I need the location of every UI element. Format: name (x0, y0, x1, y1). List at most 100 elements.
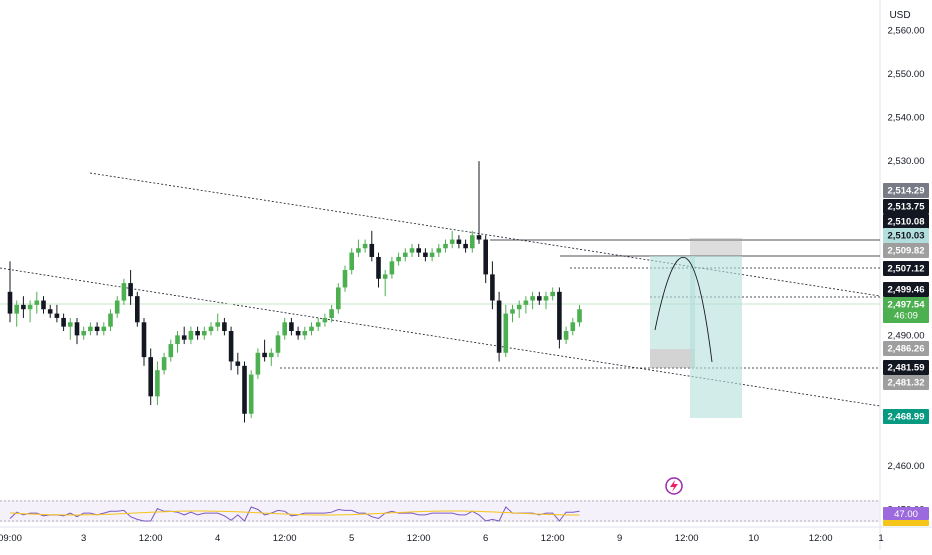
candle-body[interactable] (342, 270, 348, 288)
candle-body[interactable] (295, 331, 301, 336)
candle-body[interactable] (483, 239, 488, 275)
candle-body[interactable] (537, 296, 542, 301)
candle-body[interactable] (523, 300, 529, 305)
candle-body[interactable] (449, 239, 455, 244)
candle-body[interactable] (309, 326, 314, 332)
candle-body[interactable] (215, 322, 220, 327)
candle-body[interactable] (496, 300, 502, 353)
candle-body[interactable] (235, 361, 241, 366)
candle-body[interactable] (141, 322, 147, 358)
candle-body[interactable] (516, 304, 522, 310)
candle-body[interactable] (543, 296, 549, 301)
candle-body[interactable] (88, 326, 93, 332)
candle-body[interactable] (14, 304, 19, 314)
candle-body[interactable] (389, 261, 395, 275)
candle-body[interactable] (175, 335, 180, 345)
candle-body[interactable] (329, 309, 334, 318)
candle-body[interactable] (255, 352, 261, 375)
target-zone-2[interactable] (690, 256, 742, 418)
stop-zone-2[interactable] (690, 238, 742, 256)
candle-body[interactable] (188, 331, 194, 340)
candle-body[interactable] (248, 374, 254, 414)
candle-body[interactable] (336, 287, 341, 310)
candle-body[interactable] (570, 322, 576, 332)
candle-body[interactable] (322, 317, 328, 323)
x-axis[interactable]: 09:00 3 12:00 4 12:00 5 12:00 6 12:00 9 12:00 10 12:… (0, 533, 884, 544)
candle-body[interactable] (315, 322, 321, 327)
candle-body[interactable] (349, 252, 354, 271)
descending-trendline-upper[interactable] (89, 172, 881, 297)
candle-body[interactable] (490, 274, 495, 301)
candle-body[interactable] (362, 243, 368, 249)
stop-zone-1[interactable] (650, 349, 695, 368)
candle-body[interactable] (550, 291, 555, 297)
candle-body[interactable] (195, 331, 200, 336)
candle-body[interactable] (61, 317, 66, 327)
candle-body[interactable] (282, 322, 287, 336)
candle-body[interactable] (208, 326, 214, 332)
candle-body[interactable] (47, 309, 53, 314)
candle-body[interactable] (202, 331, 207, 336)
candle-body[interactable] (155, 370, 160, 397)
candle-body[interactable] (510, 309, 515, 314)
candle-body[interactable] (101, 326, 107, 332)
lightning-icon[interactable] (665, 477, 683, 495)
candle-body[interactable] (530, 296, 535, 301)
candle-body[interactable] (228, 331, 234, 362)
candle-body[interactable] (81, 331, 86, 336)
candle-body[interactable] (181, 335, 187, 340)
candle-body[interactable] (443, 243, 448, 249)
candle-body[interactable] (68, 322, 73, 327)
candle-body[interactable] (135, 296, 140, 323)
candle-body[interactable] (476, 235, 482, 240)
rsi-ma-line[interactable] (9, 510, 580, 516)
candle-body[interactable] (423, 252, 428, 257)
candle-body[interactable] (302, 331, 308, 336)
candle-body[interactable] (21, 304, 26, 310)
rsi-line[interactable] (9, 506, 580, 522)
candle-body[interactable] (409, 248, 415, 253)
candle-body[interactable] (577, 309, 582, 323)
candles[interactable] (7, 161, 582, 423)
candle-body[interactable] (456, 239, 462, 244)
candle-body[interactable] (222, 322, 227, 332)
candle-body[interactable] (148, 357, 153, 397)
position-zones[interactable] (650, 238, 742, 418)
candle-body[interactable] (376, 256, 381, 279)
candle-body[interactable] (262, 352, 267, 358)
candle-body[interactable] (41, 300, 46, 310)
candle-body[interactable] (34, 300, 40, 305)
candle-body[interactable] (470, 235, 475, 249)
descending-trendline-lower[interactable] (0, 267, 881, 407)
candle-body[interactable] (369, 243, 375, 257)
candle-body[interactable] (403, 252, 408, 257)
indicator-pane[interactable] (0, 500, 880, 522)
candle-body[interactable] (436, 248, 442, 253)
candle-body[interactable] (396, 256, 401, 262)
candle-body[interactable] (168, 344, 174, 358)
candle-body[interactable] (128, 283, 133, 297)
candle-body[interactable] (7, 291, 13, 314)
candle-body[interactable] (54, 313, 60, 318)
candle-body[interactable] (27, 304, 33, 310)
candle-body[interactable] (382, 274, 388, 279)
candle-body[interactable] (74, 322, 80, 336)
candle-body[interactable] (356, 248, 361, 253)
candle-body[interactable] (161, 357, 167, 371)
candle-body[interactable] (121, 283, 127, 301)
candle-body[interactable] (557, 291, 562, 340)
candle-body[interactable] (289, 322, 294, 332)
candle-body[interactable] (429, 252, 435, 257)
target-zone-1[interactable] (650, 256, 695, 349)
candle-body[interactable] (242, 365, 247, 414)
candle-body[interactable] (269, 352, 274, 358)
candle-body[interactable] (114, 300, 120, 314)
candle-body[interactable] (275, 335, 281, 353)
candle-body[interactable] (94, 326, 100, 332)
candle-body[interactable] (463, 243, 468, 249)
projection-arc[interactable] (654, 256, 713, 363)
candle-body[interactable] (563, 331, 569, 340)
candle-body[interactable] (503, 313, 509, 353)
